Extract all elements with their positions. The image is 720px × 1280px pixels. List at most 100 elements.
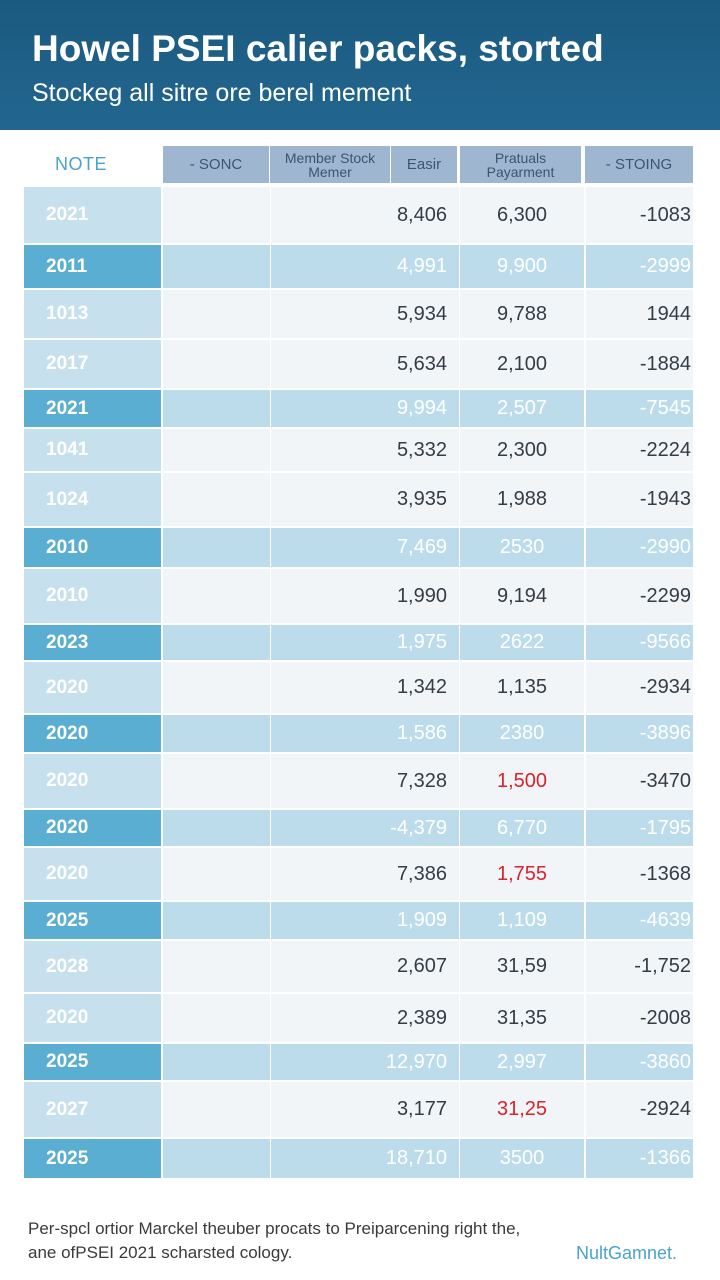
table-row: 2025 12,970 2,997 -3860 [24, 1044, 693, 1080]
header-banner: Howel PSEI calier packs, storted Stockeg… [0, 0, 720, 130]
empty-cell [163, 662, 270, 713]
empty-cell [163, 941, 270, 992]
year-cell: 2021 [24, 187, 161, 243]
table-row: 2021 8,406 6,300 -1083 [24, 187, 693, 243]
member-stock-cell: 2,607 [271, 941, 459, 992]
table-row: 2010 1,990 9,194 -2299 [24, 569, 693, 623]
empty-cell [163, 245, 270, 288]
empty-cell [163, 390, 270, 427]
stoing-cell: -9566 [586, 625, 693, 660]
empty-cell [163, 848, 270, 900]
table-row: 2023 1,975 2622 -9566 [24, 625, 693, 660]
payment-cell: 2,997 [460, 1044, 584, 1080]
year-cell: 1013 [24, 290, 161, 338]
year-cell: 2017 [24, 340, 161, 388]
year-cell: 2020 [24, 754, 161, 808]
column-header-easir: Easir [391, 146, 457, 183]
year-cell: 2020 [24, 715, 161, 752]
member-stock-cell: 3,935 [271, 473, 459, 526]
payment-cell: 1,755 [460, 848, 584, 900]
column-header-member-stock: Member Stock Memer [270, 146, 390, 183]
column-header-payment: Pratuals Payarment [460, 146, 581, 183]
year-cell: 1024 [24, 473, 161, 526]
empty-cell [163, 754, 270, 808]
table-row: 2025 1,909 1,109 -4639 [24, 902, 693, 939]
empty-cell [163, 625, 270, 660]
member-stock-cell: 1,990 [271, 569, 459, 623]
payment-cell: 1,988 [460, 473, 584, 526]
stoing-cell: -2008 [586, 994, 693, 1042]
empty-cell [163, 528, 270, 567]
member-stock-cell: -4,379 [271, 810, 459, 846]
member-stock-cell: 18,710 [271, 1139, 459, 1178]
page-subtitle: Stockeg all sitre ore berel mement [32, 79, 412, 107]
empty-cell [163, 429, 270, 471]
member-stock-cell: 4,991 [271, 245, 459, 288]
empty-cell [163, 715, 270, 752]
payment-cell: 1,500 [460, 754, 584, 808]
year-cell: 2011 [24, 245, 161, 288]
payment-cell: 2530 [460, 528, 584, 567]
member-stock-cell: 7,386 [271, 848, 459, 900]
year-cell: 2010 [24, 569, 161, 623]
member-stock-cell: 9,994 [271, 390, 459, 427]
page-title: Howel PSEI calier packs, storted [32, 28, 604, 69]
payment-cell: 6,770 [460, 810, 584, 846]
stoing-cell: -3860 [586, 1044, 693, 1080]
payment-cell: 2,300 [460, 429, 584, 471]
stoing-cell: -1884 [586, 340, 693, 388]
year-cell: 2010 [24, 528, 161, 567]
empty-cell [163, 290, 270, 338]
year-cell: 2021 [24, 390, 161, 427]
member-stock-cell: 3,177 [271, 1082, 459, 1137]
table-row: 2027 3,177 31,25 -2924 [24, 1082, 693, 1137]
payment-cell: 31,25 [460, 1082, 584, 1137]
stoing-cell: -4639 [586, 902, 693, 939]
member-stock-cell: 5,634 [271, 340, 459, 388]
empty-cell [163, 1082, 270, 1137]
empty-cell [163, 1139, 270, 1178]
payment-cell: 3500 [460, 1139, 584, 1178]
stoing-cell: -1366 [586, 1139, 693, 1178]
table-row: 2020 2,389 31,35 -2008 [24, 994, 693, 1042]
footnote-line-1: Per-spcl ortior Marckel theuber procats … [28, 1219, 521, 1238]
empty-cell [163, 187, 270, 243]
member-stock-cell: 12,970 [271, 1044, 459, 1080]
empty-cell [163, 1044, 270, 1080]
table-row: 2021 9,994 2,507 -7545 [24, 390, 693, 427]
table-row: 2011 4,991 9,900 -2999 [24, 245, 693, 288]
member-stock-cell: 1,909 [271, 902, 459, 939]
stoing-cell: -7545 [586, 390, 693, 427]
payment-cell: 1,109 [460, 902, 584, 939]
footnote-line-2: ane ofPSEI 2021 scharsted cology. [28, 1243, 293, 1262]
member-stock-cell: 7,328 [271, 754, 459, 808]
note-column-label: NOTE [54, 154, 107, 174]
table-row: 2020 7,386 1,755 -1368 [24, 848, 693, 900]
stoing-cell: -1,752 [586, 941, 693, 992]
payment-cell: 6,300 [460, 187, 584, 243]
table-row: 1041 5,332 2,300 -2224 [24, 429, 693, 471]
table-row: 2025 18,710 3500 -1366 [24, 1139, 693, 1178]
payment-cell: 9,788 [460, 290, 584, 338]
year-cell: 2020 [24, 810, 161, 846]
payment-cell: 2380 [460, 715, 584, 752]
stoing-cell: -2990 [586, 528, 693, 567]
watermark-logo: NultGamnet. [576, 1243, 678, 1263]
member-stock-cell: 1,975 [271, 625, 459, 660]
stoing-cell: -2934 [586, 662, 693, 713]
payment-cell: 2,100 [460, 340, 584, 388]
table-row: 2020 1,586 2380 -3896 [24, 715, 693, 752]
payment-cell: 31,35 [460, 994, 584, 1042]
stoing-cell: 1944 [586, 290, 693, 338]
stoing-cell: -2299 [586, 569, 693, 623]
year-cell: 2020 [24, 994, 161, 1042]
stoing-cell: -1795 [586, 810, 693, 846]
payment-cell: 2622 [460, 625, 584, 660]
year-cell: 2025 [24, 902, 161, 939]
payment-cell: 9,900 [460, 245, 584, 288]
table-row: 2010 7,469 2530 -2990 [24, 528, 693, 567]
table-row: 2020 -4,379 6,770 -1795 [24, 810, 693, 846]
member-stock-cell: 2,389 [271, 994, 459, 1042]
year-cell: 2027 [24, 1082, 161, 1137]
